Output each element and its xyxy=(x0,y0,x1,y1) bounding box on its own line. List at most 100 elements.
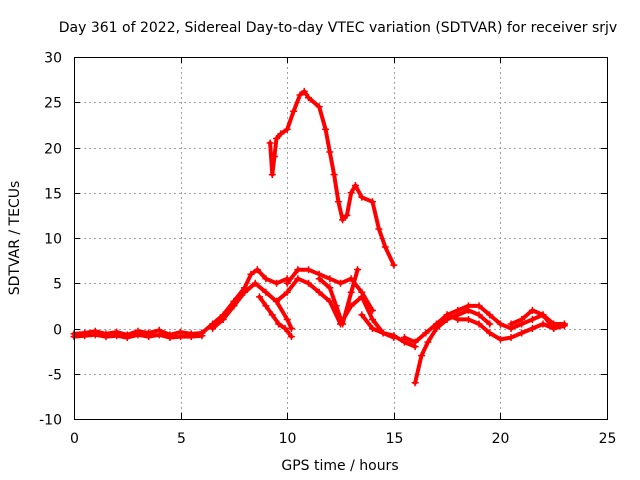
y-tick-label: 5 xyxy=(53,277,62,293)
data-point xyxy=(300,87,308,95)
data-point xyxy=(418,352,426,360)
y-tick-label: 20 xyxy=(44,142,62,158)
x-tick-label: 10 xyxy=(279,431,297,447)
data-point xyxy=(326,275,334,283)
data-point xyxy=(281,325,289,332)
data-point xyxy=(368,315,376,323)
data-point xyxy=(198,329,206,337)
data-point xyxy=(326,148,334,156)
x-tick-label: 15 xyxy=(386,431,404,447)
data-point xyxy=(390,261,398,269)
data-point xyxy=(507,334,515,342)
series-line xyxy=(359,312,418,349)
chart-title: Day 361 of 2022, Sidereal Day-to-day VTE… xyxy=(59,20,617,36)
data-point xyxy=(334,198,342,206)
data-point xyxy=(358,293,366,301)
data-point xyxy=(134,331,142,339)
data-point xyxy=(539,311,547,319)
data-point xyxy=(91,331,99,339)
data-point xyxy=(464,302,472,310)
data-point xyxy=(277,130,285,138)
data-point xyxy=(155,331,163,339)
data-point xyxy=(262,288,270,296)
data-point xyxy=(347,189,355,197)
data-point xyxy=(275,320,283,328)
data-point xyxy=(145,333,153,341)
data-point xyxy=(270,153,278,161)
data-point xyxy=(390,332,398,340)
data-point xyxy=(330,171,338,179)
data-point xyxy=(315,103,323,111)
series-descent xyxy=(358,311,419,351)
data-point xyxy=(379,329,387,337)
data-point xyxy=(113,332,121,340)
x-tick-label: 25 xyxy=(599,431,617,447)
data-point xyxy=(343,211,351,219)
y-tick-label: 25 xyxy=(44,96,62,112)
data-point xyxy=(262,275,270,283)
series-late-c xyxy=(507,306,568,332)
series-line xyxy=(402,303,567,345)
data-point xyxy=(539,320,547,328)
data-point xyxy=(315,275,323,283)
data-point xyxy=(496,320,504,328)
data-point xyxy=(255,293,263,301)
data-point xyxy=(422,329,430,337)
x-tick-label: 20 xyxy=(492,431,510,447)
data-point xyxy=(454,306,462,314)
data-point xyxy=(518,329,526,337)
data-point xyxy=(305,266,313,274)
data-point xyxy=(326,284,334,292)
series-line xyxy=(268,89,396,268)
y-tick-label: -10 xyxy=(39,413,62,429)
data-point xyxy=(266,139,274,147)
data-point xyxy=(507,320,515,328)
y-tick-label: 15 xyxy=(44,187,62,203)
data-point xyxy=(283,125,291,133)
data-point xyxy=(339,216,347,224)
data-point xyxy=(283,288,291,296)
data-point xyxy=(560,320,568,328)
series-line xyxy=(210,281,294,331)
data-point xyxy=(358,193,366,201)
series-line xyxy=(257,294,294,339)
series-line xyxy=(199,267,290,335)
series-line xyxy=(317,267,360,326)
y-tick-label: 10 xyxy=(44,232,62,248)
data-point xyxy=(81,332,89,340)
data-point xyxy=(253,266,261,274)
data-point xyxy=(305,279,313,287)
y-tick-label: 0 xyxy=(53,323,62,339)
x-tick-label: 0 xyxy=(70,431,79,447)
data-point xyxy=(102,333,110,341)
data-point xyxy=(268,171,276,179)
data-point xyxy=(411,338,419,346)
data-point xyxy=(187,333,195,341)
series-high-branch xyxy=(266,87,398,269)
data-point xyxy=(123,334,131,342)
series-hump-c xyxy=(315,266,362,328)
data-point xyxy=(424,338,432,346)
series-hump-a xyxy=(283,266,376,314)
series-late-a xyxy=(400,302,568,346)
data-point xyxy=(209,325,217,332)
data-point xyxy=(486,320,494,328)
data-point xyxy=(351,182,359,190)
data-point xyxy=(251,279,259,287)
data-point xyxy=(347,288,355,296)
x-axis-label: GPS time / hours xyxy=(281,458,398,474)
data-point xyxy=(339,320,347,328)
data-point xyxy=(273,297,281,305)
series-low-branch xyxy=(411,306,494,387)
data-point xyxy=(287,325,295,332)
data-point xyxy=(528,306,536,314)
data-point xyxy=(247,270,255,278)
data-point xyxy=(375,225,383,233)
series-line xyxy=(274,276,396,340)
data-point xyxy=(432,325,440,332)
data-point xyxy=(283,279,291,287)
ticks: 0 5 10 15 20 25 -10 -5 0 5 10 15 20 25 30 xyxy=(39,51,616,448)
data-point xyxy=(337,279,344,287)
